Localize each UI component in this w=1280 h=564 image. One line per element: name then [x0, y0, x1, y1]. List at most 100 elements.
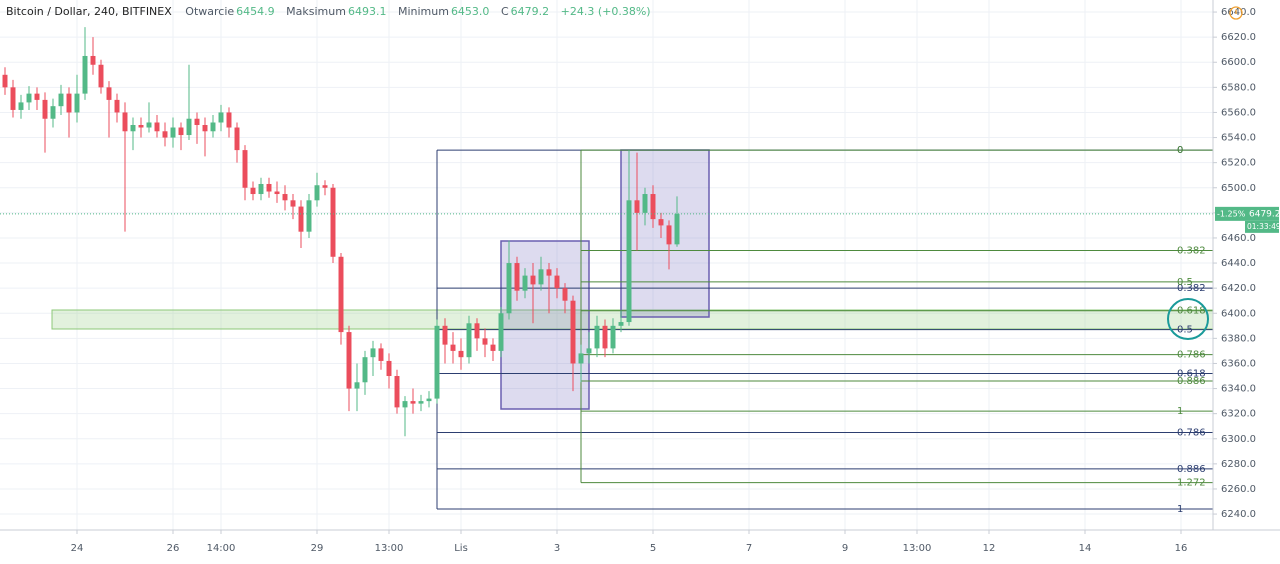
- candle-body: [322, 185, 328, 188]
- fib-label: 0.382: [1177, 283, 1206, 294]
- candle-body: [106, 87, 112, 100]
- candle-body: [642, 194, 648, 213]
- x-tick-label: 24: [71, 543, 84, 554]
- x-tick-label: 16: [1175, 543, 1188, 554]
- candle-body: [674, 213, 680, 245]
- candle-body: [74, 93, 80, 113]
- alert-icon[interactable]: [1229, 6, 1243, 20]
- candle-body: [162, 131, 168, 138]
- x-tick-label: 26: [167, 543, 180, 554]
- x-tick-label: 12: [983, 543, 996, 554]
- candle-body: [42, 99, 48, 119]
- candle-body: [586, 348, 592, 354]
- candle-body: [338, 256, 344, 333]
- y-tick-label: 6360.0: [1221, 358, 1256, 369]
- candle-body: [402, 401, 408, 408]
- x-tick-label: 14: [1079, 543, 1092, 554]
- countdown-label: 01:33:49: [1247, 222, 1280, 231]
- candle-body: [546, 269, 552, 276]
- candle-body: [634, 200, 640, 213]
- candles: [0, 27, 1213, 437]
- y-tick-label: 6600.0: [1221, 57, 1256, 68]
- high-label: Maksimum: [286, 5, 346, 18]
- candle-body: [202, 125, 208, 132]
- candle-body: [370, 348, 376, 358]
- candle-body: [450, 344, 456, 351]
- highlight-circle: [1167, 298, 1209, 340]
- candle-body: [514, 263, 520, 291]
- candle-body: [82, 55, 88, 94]
- y-tick-label: 6520.0: [1221, 158, 1256, 169]
- candle-body: [122, 112, 128, 132]
- range-box: [620, 149, 710, 318]
- fib-label: 0.382: [1177, 246, 1206, 257]
- fib-label: 0.886: [1177, 464, 1206, 475]
- candle-body: [266, 183, 272, 192]
- x-tick-label: 5: [650, 543, 656, 554]
- range-box: [500, 240, 590, 410]
- candle-body: [34, 93, 40, 100]
- candle-body: [2, 74, 8, 88]
- legend: Bitcoin / Dollar, 240, BITFINEX Otwarcie…: [6, 5, 659, 18]
- candle-body: [562, 288, 568, 301]
- y-tick-label: 6500.0: [1221, 183, 1256, 194]
- candle-body: [362, 357, 368, 383]
- y-tick-label: 6380.0: [1221, 333, 1256, 344]
- grid: [0, 0, 1213, 530]
- x-tick-label: 13:00: [903, 543, 932, 554]
- candle-body: [10, 87, 16, 110]
- candle-body: [426, 398, 432, 402]
- candle-body: [442, 325, 448, 345]
- candle-body: [650, 194, 656, 220]
- candle-body: [482, 338, 488, 345]
- fib-label: 1.272: [1177, 478, 1206, 489]
- candle-body: [138, 125, 144, 128]
- candle-body: [130, 125, 136, 132]
- candle-body: [226, 112, 232, 128]
- candle-body: [50, 106, 56, 119]
- x-tick-label: 13:00: [375, 543, 404, 554]
- x-tick-label: Lis: [454, 543, 468, 554]
- candle-body: [610, 325, 616, 349]
- fib-label: 1: [1177, 504, 1183, 515]
- open-value: 6454.9: [236, 5, 275, 18]
- candle-body: [378, 348, 384, 361]
- axes: 6640.0 6620.0 6600.0 6580.0 6560.0 6540.0 6520…: [71, 7, 1280, 554]
- x-tick-label: 3: [554, 543, 560, 554]
- candle-body: [466, 323, 472, 358]
- low-label: Minimum: [397, 5, 449, 18]
- fib-label: 1: [1177, 406, 1183, 417]
- change-value: +24.3 (+0.38%): [560, 5, 651, 18]
- x-tick-label: 9: [842, 543, 848, 554]
- candle-body: [434, 325, 440, 399]
- candle-body: [194, 118, 200, 126]
- candle-body: [146, 122, 152, 128]
- last-price-label: 6479.2: [1249, 209, 1280, 219]
- price-axis-bg: [1213, 0, 1280, 560]
- candle-body: [490, 344, 496, 351]
- y-tick-label: 6420.0: [1221, 283, 1256, 294]
- open-label: Otwarcie: [185, 5, 235, 18]
- candle-body: [554, 275, 560, 289]
- fib-label: 0.786: [1177, 350, 1206, 361]
- candle-body: [666, 225, 672, 245]
- candle-body: [26, 93, 32, 103]
- last-price-box: [1215, 206, 1279, 221]
- candle-body: [626, 200, 632, 323]
- candle-body: [530, 275, 536, 285]
- candle-body: [186, 118, 192, 136]
- candle-body: [506, 263, 512, 314]
- candle-body: [66, 93, 72, 113]
- y-tick-label: 6260.0: [1221, 484, 1256, 495]
- y-tick-label: 6580.0: [1221, 82, 1256, 93]
- candle-body: [570, 300, 576, 364]
- candle-body: [170, 127, 176, 138]
- y-tick-label: 6640.0: [1221, 7, 1256, 18]
- candle-body: [458, 350, 464, 358]
- y-tick-label: 6540.0: [1221, 133, 1256, 144]
- candle-body: [242, 150, 248, 188]
- candle-body: [178, 127, 184, 136]
- candle-body: [234, 127, 240, 151]
